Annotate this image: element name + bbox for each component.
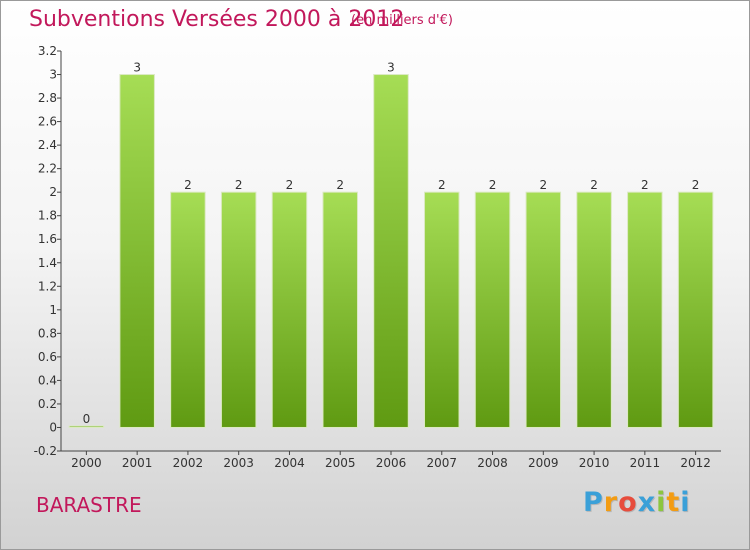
bar — [627, 191, 663, 428]
bar-value-label: 2 — [641, 178, 649, 192]
proxiti-logo: Proxiti — [583, 487, 691, 518]
y-tick-label: 1.8 — [38, 209, 57, 223]
y-tick-label: 1.6 — [38, 232, 57, 246]
bar-value-label: 0 — [83, 412, 91, 426]
x-tick-label: 2010 — [579, 456, 610, 470]
commune-name: BARASTRE — [36, 493, 142, 517]
bar-value-label: 2 — [184, 178, 192, 192]
y-tick-label: 0.4 — [38, 373, 57, 387]
bar-value-label: 2 — [438, 178, 446, 192]
bar — [424, 191, 460, 428]
bar — [271, 191, 308, 428]
bar — [220, 191, 257, 428]
bar — [170, 191, 206, 428]
logo-letter: P — [583, 487, 604, 518]
y-tick-label: 1.4 — [38, 256, 57, 270]
logo-letter: x — [637, 487, 657, 518]
bar — [373, 74, 409, 428]
x-tick-label: 2004 — [274, 456, 305, 470]
bar-value-label: 3 — [133, 61, 141, 75]
y-tick-label: 3 — [49, 68, 57, 82]
bar-value-label: 2 — [590, 178, 598, 192]
y-tick-label: 3.2 — [38, 44, 57, 58]
y-tick-label: 0 — [49, 420, 57, 434]
y-tick-label: -0.2 — [34, 444, 57, 458]
bar-value-label: 2 — [336, 178, 344, 192]
logo-letter: t — [666, 487, 681, 518]
y-tick-label: 2.6 — [38, 115, 57, 129]
x-tick-label: 2002 — [173, 456, 204, 470]
x-tick-label: 2000 — [71, 456, 102, 470]
chart-unit: (en milliers d'€) — [351, 13, 453, 28]
x-tick-label: 2008 — [477, 456, 508, 470]
logo-letter: i — [656, 487, 667, 518]
x-tick-label: 2011 — [630, 456, 661, 470]
bar-value-label: 2 — [235, 178, 243, 192]
x-tick-label: 2009 — [528, 456, 559, 470]
logo-letter: o — [618, 487, 638, 518]
y-tick-label: 0.6 — [38, 350, 57, 364]
y-tick-label: 1.2 — [38, 279, 57, 293]
bar — [677, 191, 714, 428]
bar — [68, 425, 105, 428]
x-tick-label: 2012 — [680, 456, 711, 470]
x-tick-label: 2005 — [325, 456, 356, 470]
chart-title: Subventions Versées 2000 à 2012 — [29, 7, 405, 32]
bar — [525, 191, 562, 428]
x-tick-label: 2001 — [122, 456, 153, 470]
bar — [322, 191, 358, 428]
y-tick-label: 1 — [49, 303, 57, 317]
y-tick-label: 2.2 — [38, 162, 57, 176]
y-tick-label: 2.8 — [38, 91, 57, 105]
y-tick-label: 2 — [49, 185, 57, 199]
x-tick-label: 2003 — [223, 456, 254, 470]
bar-value-label: 2 — [539, 178, 547, 192]
logo-letter: i — [680, 487, 691, 518]
y-tick-label: 0.2 — [38, 397, 57, 411]
y-tick-label: 0.8 — [38, 326, 57, 340]
x-tick-label: 2007 — [426, 456, 457, 470]
bar-value-label: 2 — [489, 178, 497, 192]
bar — [474, 191, 511, 428]
x-tick-label: 2006 — [376, 456, 407, 470]
bar — [119, 74, 155, 428]
y-tick-label: 2.4 — [38, 138, 57, 152]
bar — [576, 191, 612, 428]
bar-value-label: 2 — [692, 178, 700, 192]
logo-letter: r — [603, 487, 619, 518]
bar-value-label: 2 — [286, 178, 294, 192]
bar-value-label: 3 — [387, 61, 395, 75]
